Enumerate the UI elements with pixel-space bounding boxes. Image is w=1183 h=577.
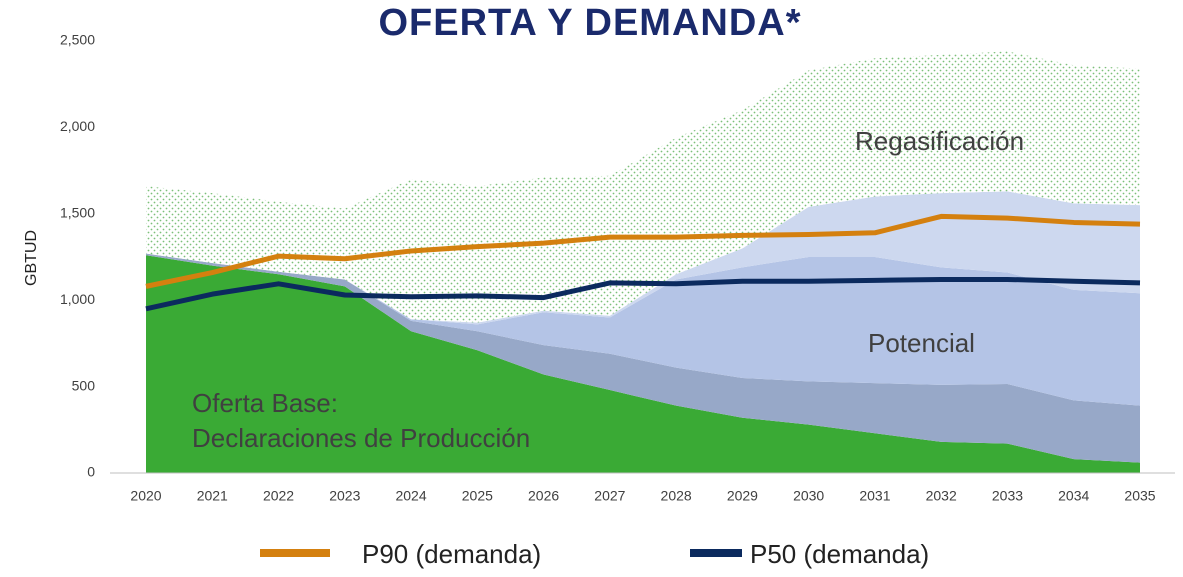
x-tick-label: 2025 <box>462 488 493 504</box>
y-tick-label: 0 <box>87 464 95 480</box>
x-tick-label: 2033 <box>992 488 1023 504</box>
area <box>146 253 1140 463</box>
lines <box>145 213 1141 312</box>
annotation: Oferta Base: <box>192 388 338 418</box>
x-tick-label: 2034 <box>1058 488 1089 504</box>
x-tick-label: 2029 <box>727 488 758 504</box>
x-tick-label: 2035 <box>1124 488 1155 504</box>
x-tick-label: 2021 <box>197 488 228 504</box>
x-tick-label: 2022 <box>263 488 294 504</box>
x-tick-label: 2031 <box>859 488 890 504</box>
legend-swatch <box>690 549 742 557</box>
y-tick-label: 1,500 <box>60 205 95 221</box>
x-tick-label: 2020 <box>130 488 161 504</box>
x-tick-label: 2023 <box>329 488 360 504</box>
y-tick-label: 2,500 <box>60 32 95 48</box>
legend-label: P90 (demanda) <box>362 539 541 569</box>
area <box>146 255 1140 473</box>
y-tick-label: 1,000 <box>60 291 95 307</box>
area <box>146 253 1140 406</box>
x-tick-label: 2028 <box>661 488 692 504</box>
line <box>145 276 1141 312</box>
annotation: Regasificación <box>855 126 1024 156</box>
y-tick-label: 500 <box>72 377 96 393</box>
legend-label: P50 (demanda) <box>750 539 929 569</box>
annotation: Declaraciones de Producción <box>192 423 530 453</box>
area <box>146 191 1140 325</box>
x-tick-label: 2024 <box>395 488 426 504</box>
y-tick-label: 2,000 <box>60 118 95 134</box>
annotation: Potencial <box>868 328 975 358</box>
legend-swatch <box>260 549 330 557</box>
y-axis-label: GBTUD <box>23 230 40 286</box>
x-tick-label: 2026 <box>528 488 559 504</box>
x-tick-label: 2030 <box>793 488 824 504</box>
line <box>145 213 1141 289</box>
chart-title: OFERTA Y DEMANDA* <box>378 2 801 44</box>
x-tick-label: 2032 <box>926 488 957 504</box>
x-tick-label: 2027 <box>594 488 625 504</box>
